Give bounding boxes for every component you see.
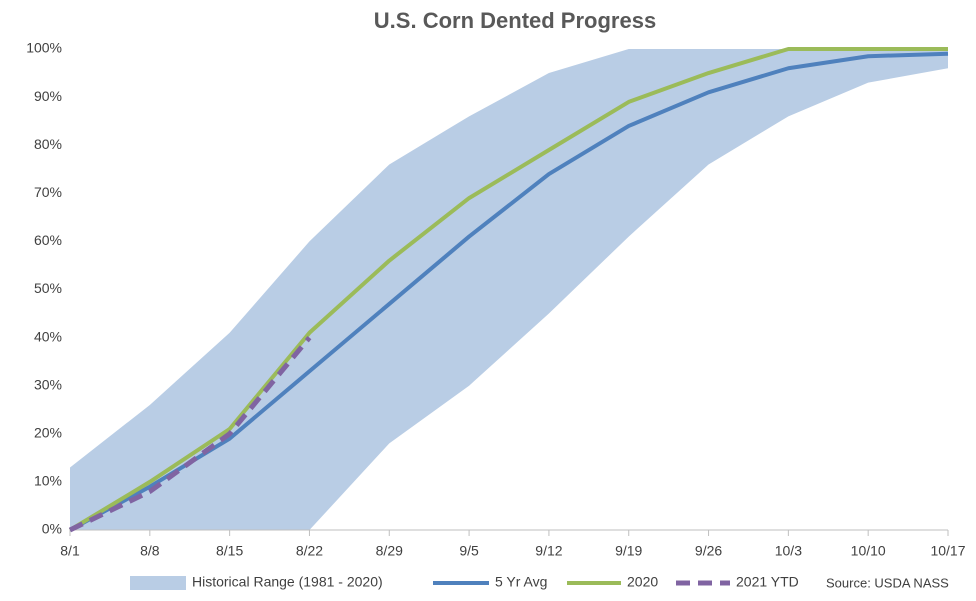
x-tick-label: 9/12: [535, 543, 562, 559]
x-tick-label: 8/22: [296, 543, 323, 559]
x-tick-label: 9/26: [695, 543, 722, 559]
legend-label: 2021 YTD: [736, 574, 799, 590]
legend-label: 5 Yr Avg: [495, 574, 547, 590]
x-tick-label: 8/15: [216, 543, 243, 559]
y-tick-label: 30%: [34, 376, 62, 392]
y-tick-label: 10%: [34, 473, 62, 489]
x-tick-label: 9/19: [615, 543, 642, 559]
x-tick-label: 10/3: [775, 543, 802, 559]
series-line: [69, 51, 949, 532]
y-tick-label: 100%: [26, 40, 62, 56]
y-tick-label: 40%: [34, 328, 62, 344]
y-tick-label: 50%: [34, 280, 62, 296]
chart-title: U.S. Corn Dented Progress: [374, 8, 656, 33]
y-tick-label: 80%: [34, 136, 62, 152]
series-line: [68, 47, 948, 532]
x-tick-label: 8/1: [60, 543, 80, 559]
legend-swatch: [130, 576, 186, 590]
source-note: Source: USDA NASS: [826, 575, 949, 590]
y-tick-label: 60%: [34, 232, 62, 248]
x-tick-label: 10/17: [930, 543, 965, 559]
x-tick-label: 8/8: [140, 543, 160, 559]
x-tick-label: 9/5: [459, 543, 479, 559]
x-tick-label: 8/29: [376, 543, 403, 559]
range-band: [70, 49, 948, 530]
y-tick-label: 20%: [34, 425, 62, 441]
legend-label: Historical Range (1981 - 2020): [192, 574, 383, 590]
y-tick-label: 90%: [34, 88, 62, 104]
legend-label: 2020: [627, 574, 658, 590]
x-tick-label: 10/10: [851, 543, 886, 559]
y-tick-label: 70%: [34, 184, 62, 200]
y-tick-label: 0%: [42, 521, 62, 537]
series-line: [68, 336, 312, 533]
